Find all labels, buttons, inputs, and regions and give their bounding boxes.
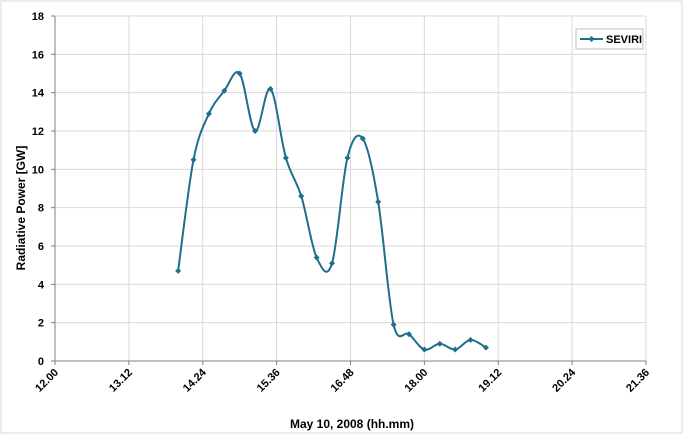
y-tick-label: 6 [38,241,44,253]
data-point-marker [282,154,289,161]
legend-box [575,28,644,50]
data-point-marker [467,336,474,343]
y-tick-label: 10 [32,164,44,176]
data-point-marker [421,346,428,353]
y-tick-label: 0 [38,356,44,368]
data-point-marker [359,135,366,142]
axes [51,15,647,365]
data-point-marker [252,128,259,134]
data-point-marker [221,87,228,94]
y-tick-label: 8 [38,203,44,215]
data-point-marker [190,156,197,163]
x-axis-title: May 10, 2008 (hh.mm) [290,417,414,431]
data-point-marker [436,340,443,347]
data-point-marker [298,193,305,200]
data-point-marker [375,198,382,205]
y-tick-label: 4 [38,279,45,291]
data-point-marker [344,154,351,161]
series-seviri [175,70,489,353]
data-point-marker [236,70,243,77]
y-axis-title: Radiative Power [GW] [14,146,28,271]
y-tick-label: 14 [32,88,45,100]
data-point-marker [205,110,212,117]
y-tick-label: 2 [38,318,44,330]
y-axis-tick-labels: 0 2 4 6 8 10 12 14 16 18 [32,11,45,368]
legend-marker-swatch [588,36,595,42]
series-line-seviri [177,71,487,351]
data-point-marker [313,254,320,261]
y-tick-label: 16 [32,49,44,61]
data-point-marker [267,85,274,92]
vertical-gridlines [128,16,647,361]
legend: SEVIRI [575,28,644,50]
y-tick-label: 18 [32,11,44,23]
data-point-marker [452,346,459,353]
data-point-marker [175,267,182,274]
legend-label-seviri: SEVIRI [606,34,642,46]
y-tick-label: 12 [32,126,44,138]
data-point-marker [329,260,336,267]
data-point-marker [390,321,397,328]
data-point-marker [482,344,489,351]
data-point-marker [405,331,412,338]
